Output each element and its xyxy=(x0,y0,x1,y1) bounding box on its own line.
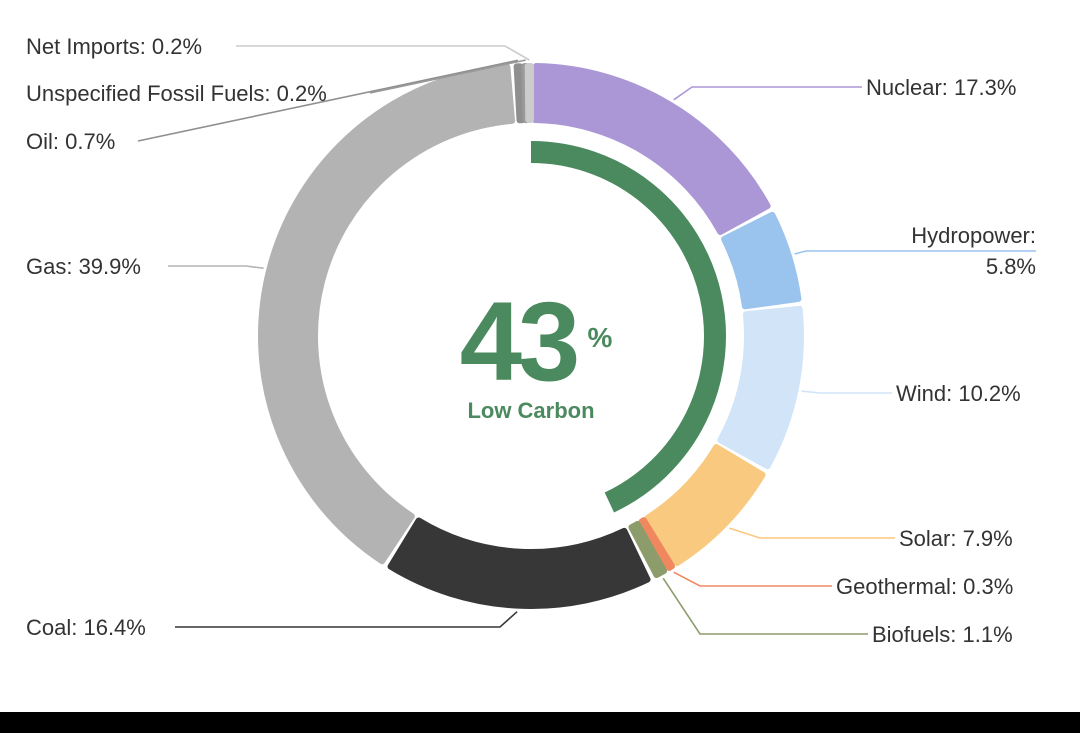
slice-hydropower[interactable] xyxy=(721,211,802,310)
slice-solar[interactable] xyxy=(644,444,766,567)
label-net-imports: Net Imports: 0.2% xyxy=(26,34,202,59)
slice-net-imports[interactable] xyxy=(524,62,534,124)
leader-unspecified-fossil-fuels xyxy=(369,59,526,94)
leader-coal xyxy=(175,611,518,628)
label-coal: Coal: 16.4% xyxy=(26,615,146,640)
leader-wind xyxy=(801,390,892,394)
label-wind: Wind: 10.2% xyxy=(896,381,1021,406)
leader-biofuels xyxy=(662,577,868,635)
leader-solar xyxy=(728,527,895,539)
label-hydropower: Hydropower: 5.8% xyxy=(911,223,1036,279)
slice-coal[interactable] xyxy=(387,517,651,610)
slice-nuclear[interactable] xyxy=(532,63,771,235)
leader-oil xyxy=(137,59,519,142)
slice-biofuels[interactable] xyxy=(628,520,668,579)
leader-net-imports xyxy=(236,45,530,61)
slice-wind[interactable] xyxy=(717,305,805,470)
donut-chart: Nuclear: 17.3% Hydropower: 5.8% Wind: 10.2%… xyxy=(26,34,1036,647)
label-solar: Solar: 7.9% xyxy=(899,526,1013,551)
slice-gas[interactable] xyxy=(258,64,516,565)
slice-geothermal[interactable] xyxy=(638,517,676,571)
center-value: 43 xyxy=(460,279,577,404)
donut-ring xyxy=(258,62,805,610)
slice-oil[interactable] xyxy=(513,63,526,124)
leader-hydropower xyxy=(794,250,1036,255)
leader-nuclear xyxy=(673,86,862,101)
center-summary: 43 % Low Carbon xyxy=(460,279,613,423)
center-unit: % xyxy=(588,322,613,353)
label-nuclear: Nuclear: 17.3% xyxy=(866,75,1016,100)
low-carbon-arc xyxy=(530,141,726,513)
leader-gas xyxy=(168,265,264,269)
label-biofuels: Biofuels: 1.1% xyxy=(872,622,1013,647)
label-geothermal: Geothermal: 0.3% xyxy=(836,574,1013,599)
chart-canvas: Nuclear: 17.3% Hydropower: 5.8% Wind: 10.2%… xyxy=(0,0,1080,712)
center-caption: Low Carbon xyxy=(467,398,594,423)
leader-lines xyxy=(137,45,1036,635)
label-unspecified-fossil-fuels: Unspecified Fossil Fuels: 0.2% xyxy=(26,81,327,106)
label-gas: Gas: 39.9% xyxy=(26,254,141,279)
leader-geothermal xyxy=(673,571,832,587)
label-oil: Oil: 0.7% xyxy=(26,129,115,154)
slice-labels: Nuclear: 17.3% Hydropower: 5.8% Wind: 10.2%… xyxy=(26,34,1036,647)
